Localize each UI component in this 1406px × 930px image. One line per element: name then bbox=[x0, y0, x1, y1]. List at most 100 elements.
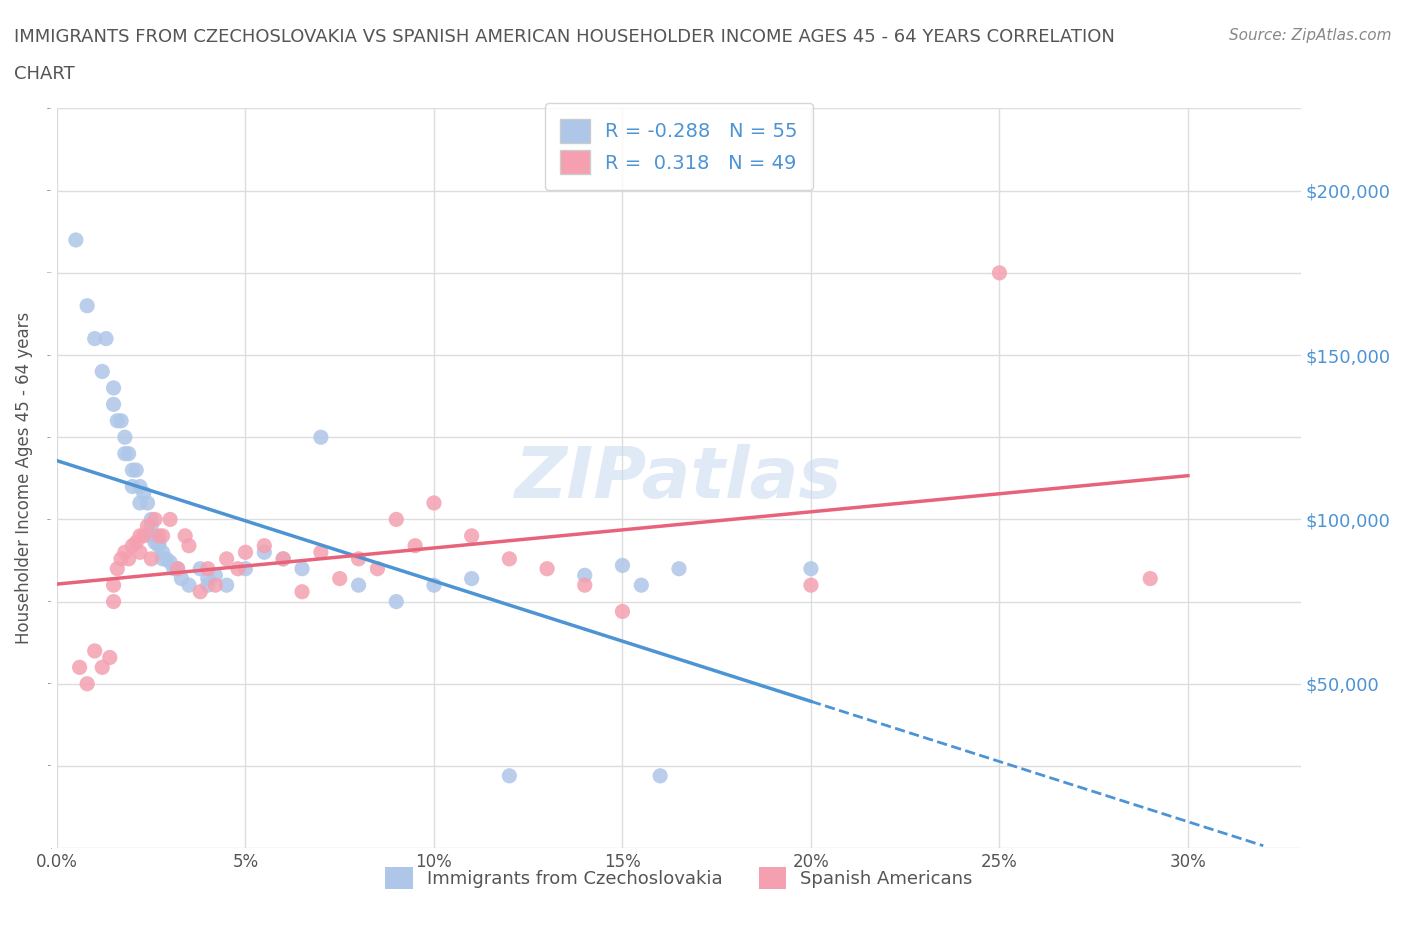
Point bbox=[253, 545, 276, 560]
Point bbox=[385, 512, 408, 527]
Point bbox=[650, 768, 672, 783]
Point bbox=[76, 676, 98, 691]
Point bbox=[460, 571, 482, 586]
Point bbox=[117, 446, 139, 461]
Text: ZIPatlas: ZIPatlas bbox=[516, 444, 842, 512]
Point bbox=[347, 578, 370, 592]
Point bbox=[423, 578, 446, 592]
Point bbox=[98, 650, 121, 665]
Point bbox=[148, 528, 170, 543]
Point bbox=[143, 512, 166, 527]
Point bbox=[574, 578, 596, 592]
Point bbox=[800, 578, 823, 592]
Point bbox=[105, 562, 128, 577]
Point bbox=[329, 571, 352, 586]
Point bbox=[612, 604, 634, 618]
Point bbox=[174, 528, 197, 543]
Point bbox=[129, 496, 152, 511]
Point bbox=[110, 413, 132, 428]
Point bbox=[125, 535, 148, 550]
Point bbox=[65, 232, 87, 247]
Point bbox=[170, 571, 193, 586]
Point bbox=[148, 535, 170, 550]
Point bbox=[76, 299, 98, 313]
Point bbox=[291, 584, 314, 599]
Point bbox=[91, 660, 114, 675]
Point bbox=[271, 551, 294, 566]
Point bbox=[152, 528, 174, 543]
Point bbox=[166, 562, 188, 577]
Point bbox=[129, 479, 152, 494]
Point bbox=[166, 562, 188, 577]
Point bbox=[204, 568, 226, 583]
Point bbox=[800, 562, 823, 577]
Point bbox=[148, 538, 170, 553]
Point bbox=[141, 551, 163, 566]
Point bbox=[271, 551, 294, 566]
Point bbox=[188, 584, 211, 599]
Point bbox=[536, 562, 558, 577]
Point bbox=[177, 538, 200, 553]
Point bbox=[215, 578, 238, 592]
Point bbox=[121, 462, 143, 477]
Point bbox=[163, 562, 186, 577]
Point bbox=[105, 413, 128, 428]
Point bbox=[103, 397, 125, 412]
Point bbox=[143, 528, 166, 543]
Point bbox=[253, 538, 276, 553]
Point bbox=[498, 768, 520, 783]
Point bbox=[204, 578, 226, 592]
Text: CHART: CHART bbox=[14, 65, 75, 83]
Point bbox=[114, 430, 136, 445]
Text: Source: ZipAtlas.com: Source: ZipAtlas.com bbox=[1229, 28, 1392, 43]
Point bbox=[235, 545, 257, 560]
Point bbox=[141, 519, 163, 534]
Point bbox=[129, 528, 152, 543]
Point bbox=[91, 364, 114, 379]
Point bbox=[121, 538, 143, 553]
Y-axis label: Householder Income Ages 45 - 64 years: Householder Income Ages 45 - 64 years bbox=[15, 312, 32, 644]
Point bbox=[83, 644, 105, 658]
Point bbox=[309, 545, 332, 560]
Point bbox=[114, 446, 136, 461]
Point bbox=[121, 479, 143, 494]
Point bbox=[215, 551, 238, 566]
Point bbox=[143, 535, 166, 550]
Point bbox=[385, 594, 408, 609]
Point bbox=[460, 528, 482, 543]
Point bbox=[103, 594, 125, 609]
Text: IMMIGRANTS FROM CZECHOSLOVAKIA VS SPANISH AMERICAN HOUSEHOLDER INCOME AGES 45 - : IMMIGRANTS FROM CZECHOSLOVAKIA VS SPANIS… bbox=[14, 28, 1115, 46]
Point bbox=[668, 562, 690, 577]
Point bbox=[152, 551, 174, 566]
Point bbox=[141, 528, 163, 543]
Point bbox=[136, 496, 159, 511]
Point bbox=[188, 562, 211, 577]
Point bbox=[141, 512, 163, 527]
Legend: Immigrants from Czechoslovakia, Spanish Americans: Immigrants from Czechoslovakia, Spanish … bbox=[377, 858, 981, 898]
Point bbox=[291, 562, 314, 577]
Point bbox=[423, 496, 446, 511]
Point bbox=[1139, 571, 1161, 586]
Point bbox=[498, 551, 520, 566]
Point bbox=[366, 562, 388, 577]
Point bbox=[103, 578, 125, 592]
Point bbox=[630, 578, 652, 592]
Point bbox=[347, 551, 370, 566]
Point bbox=[574, 568, 596, 583]
Point bbox=[136, 519, 159, 534]
Point bbox=[129, 545, 152, 560]
Point bbox=[988, 265, 1011, 280]
Point bbox=[83, 331, 105, 346]
Point bbox=[226, 562, 249, 577]
Point bbox=[235, 562, 257, 577]
Point bbox=[94, 331, 117, 346]
Point bbox=[404, 538, 426, 553]
Point bbox=[197, 562, 219, 577]
Point bbox=[309, 430, 332, 445]
Point bbox=[132, 485, 155, 500]
Point bbox=[132, 528, 155, 543]
Point bbox=[197, 571, 219, 586]
Point bbox=[114, 545, 136, 560]
Point bbox=[177, 578, 200, 592]
Point bbox=[117, 551, 139, 566]
